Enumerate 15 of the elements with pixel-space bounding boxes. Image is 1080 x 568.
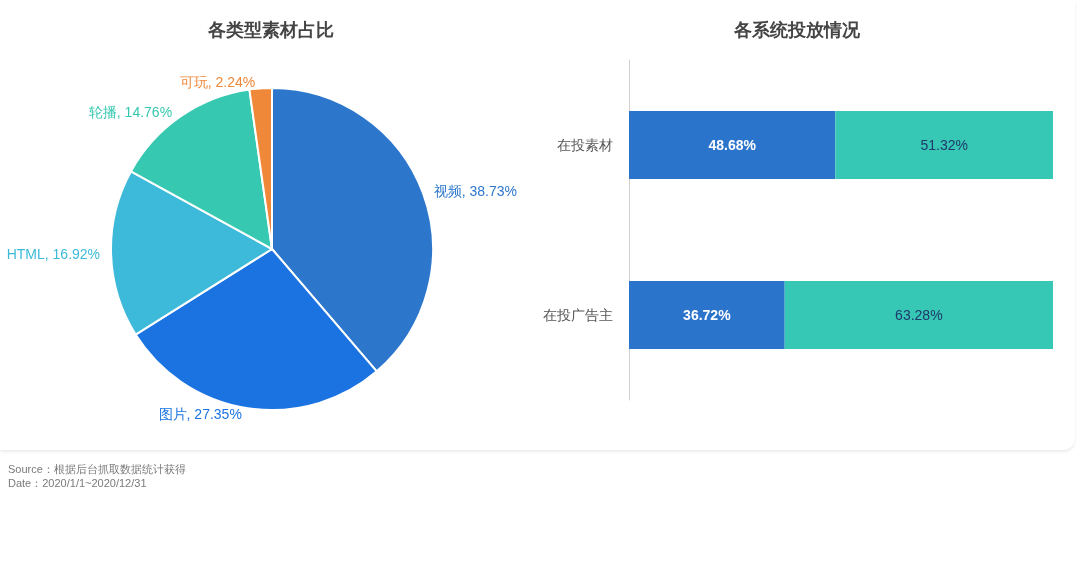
slice-label: HTML, 16.92% bbox=[6, 245, 101, 262]
chart-title: 各系统投放情况 bbox=[733, 20, 861, 40]
y-tick-label: 在投广告主 bbox=[543, 307, 613, 323]
chart-title: 各类型素材占比 bbox=[207, 20, 334, 40]
slice-label: 视频, 38.73% bbox=[433, 183, 517, 200]
data-label: 48.68% bbox=[708, 137, 757, 153]
data-label: 36.72% bbox=[683, 307, 732, 323]
slice-label: 可玩, 2.24% bbox=[179, 74, 256, 91]
slice-label: 轮播, 14.76% bbox=[88, 103, 173, 120]
text: Date：2020/1/1~2020/12/31 bbox=[8, 477, 147, 490]
y-tick-label: 在投素材 bbox=[557, 137, 613, 153]
source-note: Source：根据后台抓取数据统计获得 bbox=[8, 463, 186, 476]
data-label: 51.32% bbox=[920, 137, 968, 153]
slice-label: 图片, 27.35% bbox=[158, 406, 242, 423]
data-label: 63.28% bbox=[895, 307, 943, 323]
